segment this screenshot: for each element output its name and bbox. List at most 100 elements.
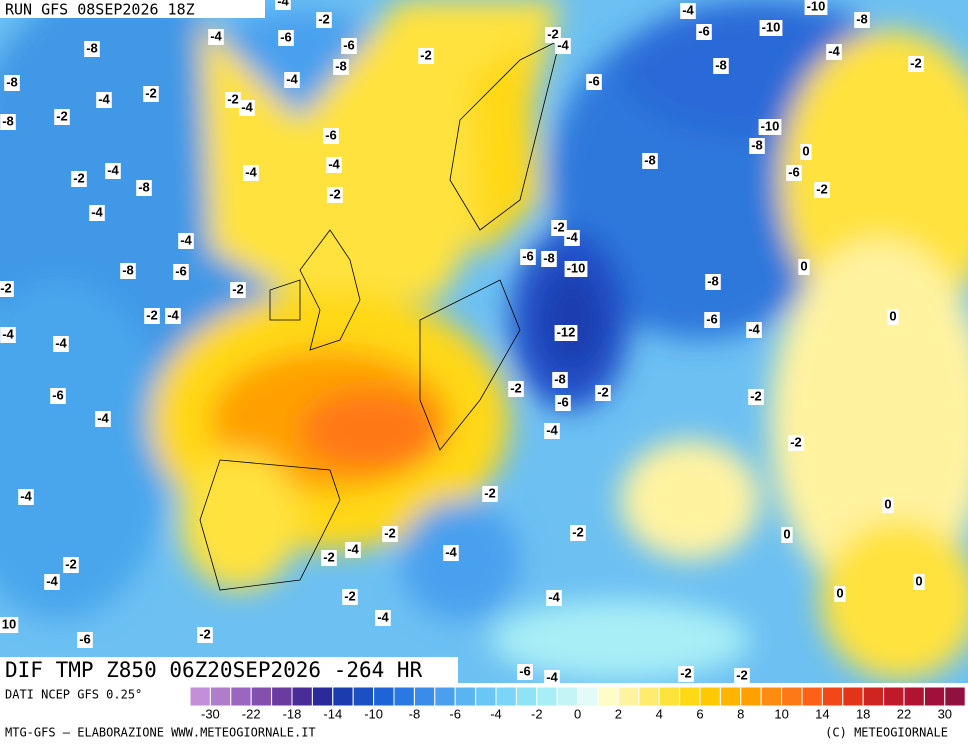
contour-label-box [541, 251, 557, 267]
contour-label-box [275, 0, 291, 10]
contour-label: -2 [484, 485, 496, 500]
contour-label-box [341, 38, 357, 54]
contour-label: -8 [554, 371, 566, 386]
contour-label-box [243, 165, 259, 181]
contour-label-box [321, 550, 337, 566]
contour-label: -4 [328, 156, 340, 171]
colorbar-swatch [495, 686, 517, 707]
colorbar-tick-label: 22 [897, 706, 911, 721]
contour-label-box [327, 187, 343, 203]
contour-label: -4 [46, 573, 58, 588]
contour-label: -6 [557, 394, 569, 409]
contour-label: -6 [522, 248, 534, 263]
contour-label-box [595, 385, 611, 401]
contour-label: -6 [588, 73, 600, 88]
colorbar-swatch [658, 686, 681, 707]
colorbar-swatch [597, 686, 619, 707]
credit: MTG-GFS — ELABORAZIONE WWW.METEOGIORNALE… [5, 726, 316, 740]
contour-label-box [178, 233, 194, 249]
contour-label-box [342, 589, 358, 605]
colorbar-swatch [373, 686, 395, 707]
contour-label-box [418, 48, 434, 64]
contour-label: -8 [138, 179, 150, 194]
colorbar-swatch [781, 686, 803, 707]
contour-label: 0 [800, 258, 807, 273]
contour-label-box [345, 542, 361, 558]
contour-label-box [382, 526, 398, 542]
contour-label: -2 [145, 85, 157, 100]
contour-label: -4 [277, 0, 289, 8]
contour-label: -2 [790, 434, 802, 449]
contour-label-box [642, 153, 658, 169]
contour-label-box [96, 92, 112, 108]
contour-label-box [854, 12, 870, 28]
contour-label: -2 [510, 380, 522, 395]
colorbar-swatch [230, 686, 252, 707]
colorbar-swatch [944, 686, 966, 707]
contour-label-box [173, 264, 189, 280]
contour-label: -6 [280, 29, 292, 44]
contour-label: 0 [915, 573, 922, 588]
contour-label-box [882, 497, 894, 513]
contour-label: -4 [55, 335, 67, 350]
contour-label: -10 [761, 118, 780, 133]
contour-label: -8 [6, 74, 18, 89]
colorbar-swatch [475, 686, 497, 707]
colorbar-swatch [352, 686, 375, 707]
contour-label-box [208, 29, 224, 45]
contour-label-box [4, 75, 20, 91]
colorbar-swatch [311, 686, 334, 707]
colorbar-swatch [332, 686, 354, 707]
contour-label: 0 [783, 526, 790, 541]
contour-label-box [734, 668, 750, 684]
colorbar-tick-label: -4 [490, 706, 502, 721]
contour-label-box [520, 249, 536, 265]
contour-label-box [143, 86, 159, 102]
contour-label-box [746, 322, 762, 338]
contour-label-box [564, 261, 588, 277]
contour-label-box [323, 128, 339, 144]
contour-label: -2 [73, 170, 85, 185]
contour-label: -4 [557, 37, 569, 52]
contour-label: -8 [751, 137, 763, 152]
contour-label-box [680, 3, 696, 19]
contour-label: -4 [748, 321, 760, 336]
contour-label-box [887, 309, 899, 325]
colorbar-swatch [515, 686, 538, 707]
colorbar-swatch [393, 686, 415, 707]
contour-label-box [77, 632, 93, 648]
contour-label-box [120, 263, 136, 279]
contour-label-box [95, 411, 111, 427]
contour-label: -2 [680, 665, 692, 680]
contour-label: -10 [807, 0, 826, 13]
contour-label: -4 [20, 488, 32, 503]
contour-label: -4 [828, 43, 840, 58]
contour-label-box [50, 388, 66, 404]
copyright: (C) METEOGIORNALE [825, 726, 948, 740]
colorbar-tick-label: 6 [696, 706, 703, 721]
contour-label-box [517, 664, 533, 680]
contour-label-box [586, 74, 602, 90]
contour-label: -4 [548, 589, 560, 604]
contour-label-box [544, 670, 560, 686]
colorbar-swatch [638, 686, 660, 707]
colorbar-swatch [556, 686, 579, 707]
colorbar-swatch [434, 686, 456, 707]
contour-label: -4 [98, 91, 110, 106]
contour-label: -2 [0, 280, 12, 295]
run-label: RUN GFS 08SEP2026 18Z [5, 1, 195, 19]
contour-label: -2 [816, 181, 828, 196]
contour-label: -6 [175, 263, 187, 278]
contour-label: -4 [2, 326, 14, 341]
contour-label: -2 [329, 186, 341, 201]
contour-label-box [781, 527, 793, 543]
contour-label: -2 [547, 26, 559, 41]
contour-label: -6 [706, 311, 718, 326]
contour-label-box [546, 590, 562, 606]
contour-label-box [758, 119, 782, 135]
run-box [0, 0, 265, 18]
contour-label-box [0, 281, 14, 297]
contour-label: -2 [323, 549, 335, 564]
colorbar-swatch [699, 686, 721, 707]
contour-label: -2 [344, 588, 356, 603]
